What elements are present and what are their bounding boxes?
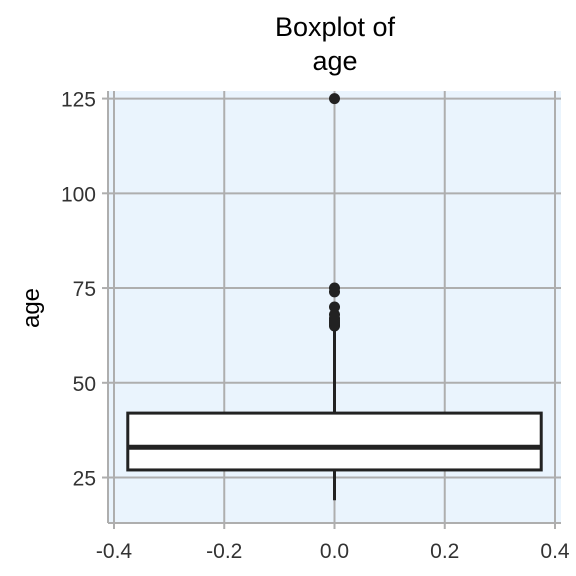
box-group: [126, 325, 543, 501]
outlier-point-6: [329, 301, 340, 313]
x-tick-label-1: -0.2: [206, 540, 242, 563]
outlier-point-8: [329, 282, 340, 294]
x-tick-label-2: 0.0: [320, 540, 349, 563]
x-tick-label-0: -0.4: [96, 540, 133, 563]
x-axis-ticks: -0.4 -0.2 0.0 0.2 0.4: [96, 523, 570, 563]
outlier-point-5: [329, 309, 340, 321]
x-tick-label-3: 0.2: [430, 540, 459, 563]
y-axis-label: age: [18, 288, 45, 328]
chart-title-line-1: Boxplot of: [275, 12, 396, 42]
y-tick-label-0: 25: [73, 468, 96, 491]
chart-title-line-2: age: [312, 46, 357, 76]
outlier-points: [329, 93, 340, 332]
iqr-box: [126, 411, 543, 472]
y-tick-label-2: 75: [73, 278, 96, 301]
x-tick-label-4: 0.4: [540, 540, 570, 563]
y-tick-label-4: 125: [61, 89, 96, 112]
y-tick-label-1: 50: [73, 373, 96, 396]
outlier-point-9: [329, 93, 340, 105]
y-tick-label-3: 100: [61, 183, 96, 206]
y-axis-ticks: 25 50 75 100 125: [61, 89, 108, 491]
